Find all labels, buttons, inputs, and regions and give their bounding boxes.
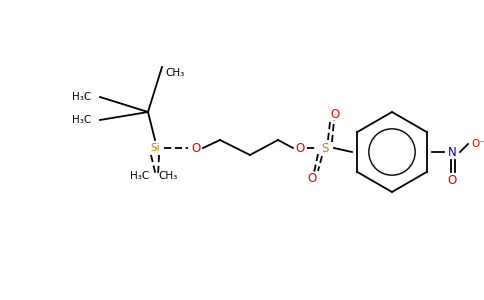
Text: O: O (307, 172, 317, 184)
Text: CH₃: CH₃ (158, 171, 177, 181)
Text: N: N (448, 146, 456, 158)
Text: O: O (331, 109, 340, 122)
Text: O: O (191, 142, 201, 154)
Text: H₃C: H₃C (130, 171, 149, 181)
Text: O: O (447, 173, 456, 187)
Text: O⁻: O⁻ (471, 139, 484, 149)
Text: O: O (295, 142, 304, 154)
Text: H₃C: H₃C (72, 92, 91, 102)
Text: S: S (321, 142, 329, 154)
Text: Si: Si (150, 143, 160, 153)
Text: H₃C: H₃C (72, 115, 91, 125)
Text: CH₃: CH₃ (165, 68, 184, 78)
